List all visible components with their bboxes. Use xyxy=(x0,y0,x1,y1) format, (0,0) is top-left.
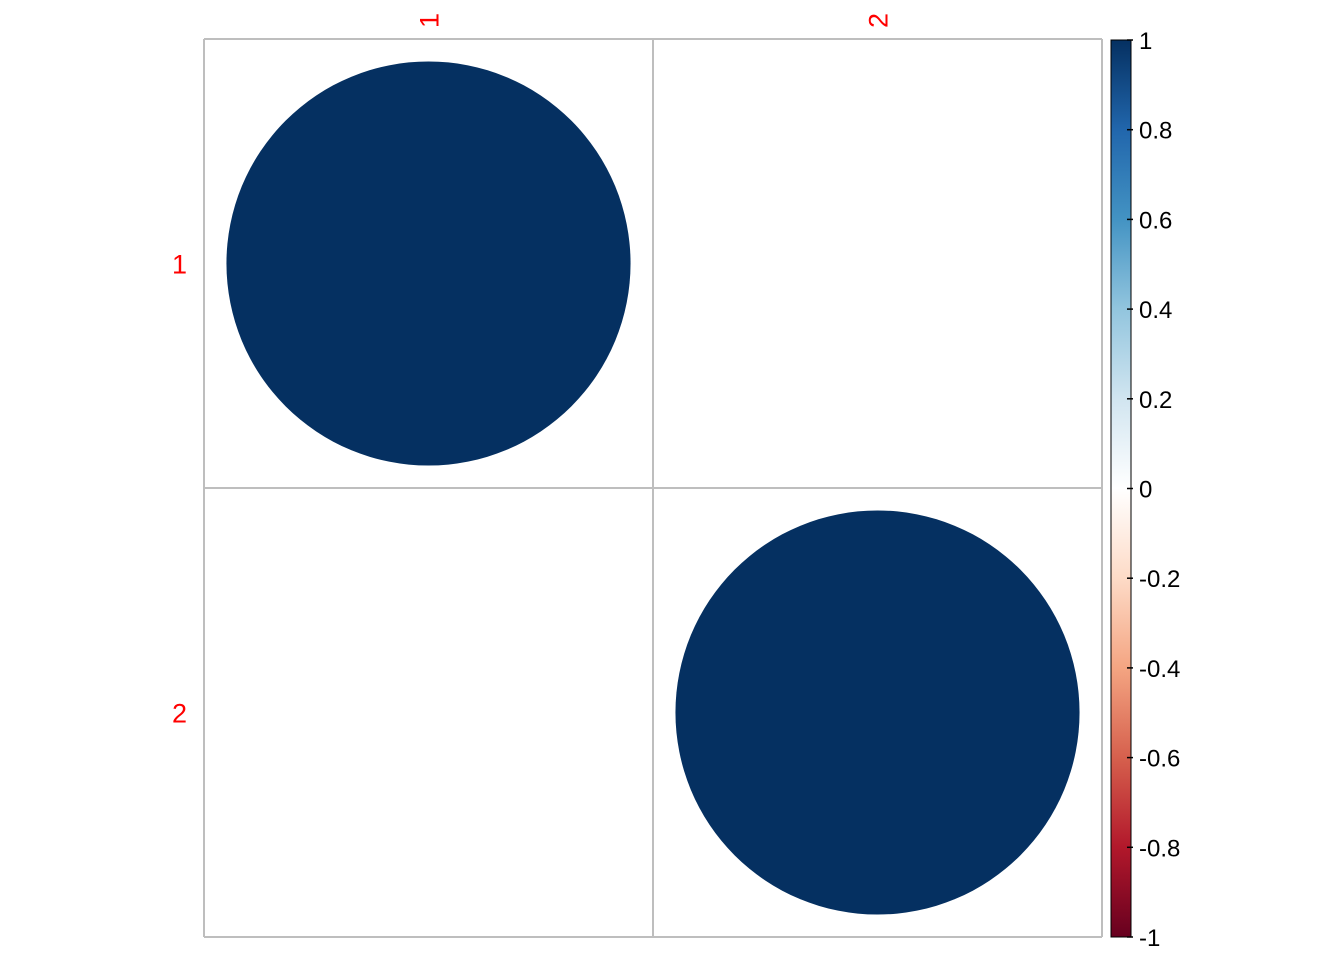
colorbar-tick-label: 0.6 xyxy=(1139,207,1172,234)
colorbar-tick-label: -0.2 xyxy=(1139,566,1180,593)
colorbar-tick-label: -0.8 xyxy=(1139,835,1180,862)
matrix-grid xyxy=(203,38,1103,938)
column-label: 2 xyxy=(864,13,894,28)
color-legend: 1 0.8 0.6 0.4 0.2 0 -0.2 -0.4 -0.6 -0.8 -1 xyxy=(1110,28,1180,952)
colorbar-tick-label: 0.4 xyxy=(1139,297,1172,324)
correlation-circles xyxy=(226,61,1080,915)
colorbar-tick-label: 0.2 xyxy=(1139,387,1172,414)
row-label: 1 xyxy=(172,250,187,280)
colorbar-tick-label: 1 xyxy=(1139,28,1152,55)
colorbar-gradient xyxy=(1111,40,1131,937)
colorbar-tick-label: 0.8 xyxy=(1139,118,1172,145)
correlation-circle-2-2 xyxy=(675,510,1080,915)
row-label: 2 xyxy=(172,699,187,729)
correlation-circle-1-1 xyxy=(226,61,631,466)
colorbar-tick-label: -0.4 xyxy=(1139,656,1180,683)
colorbar-tick-label: 0 xyxy=(1139,477,1152,504)
colorbar-tick-label: -0.6 xyxy=(1139,746,1180,773)
row-labels: 12 xyxy=(172,250,187,729)
colorbar-tick-label: -1 xyxy=(1139,925,1160,952)
column-label: 1 xyxy=(415,13,445,28)
